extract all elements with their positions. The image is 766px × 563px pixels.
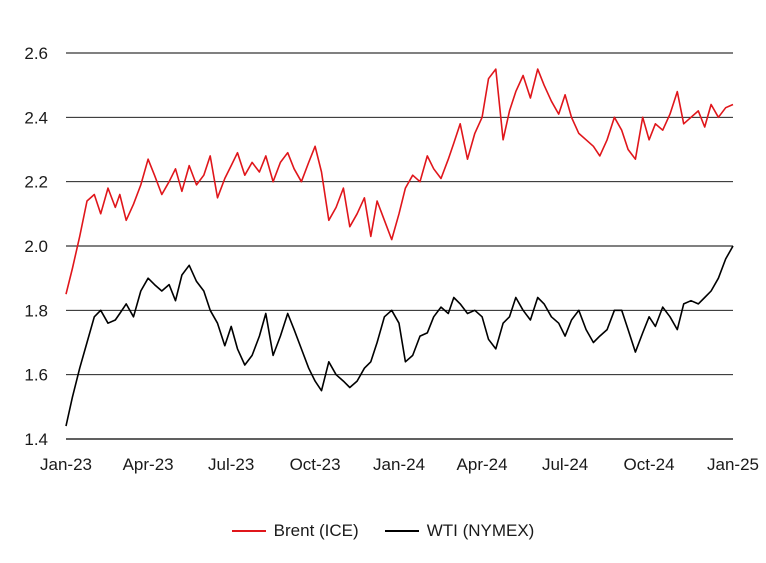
y-tick-label: 2.4 <box>24 108 48 127</box>
series-line-wti <box>65 245 734 427</box>
y-tick-label: 2.2 <box>24 173 48 192</box>
legend-swatch-wti <box>384 530 419 532</box>
x-tick-label: Jul-24 <box>542 455 588 474</box>
legend-label-brent: Brent (ICE) <box>273 521 359 540</box>
x-tick-label: Jan-25 <box>707 455 759 474</box>
gridlines <box>66 52 733 440</box>
x-tick-label: Apr-23 <box>123 455 174 474</box>
legend: Brent (ICE) WTI (NYMEX) <box>0 519 766 543</box>
x-tick-label: Jul-23 <box>208 455 254 474</box>
y-tick-label: 1.6 <box>24 366 48 385</box>
x-tick-label: Jan-24 <box>373 455 425 474</box>
x-axis-ticks: Jan-23 Apr-23 Jul-23 Oct-23 Jan-24 Apr-24 Jul-… <box>40 455 759 474</box>
y-axis-ticks: 1.4 1.6 1.8 2.0 2.2 2.4 2.6 <box>24 44 48 449</box>
series-lines <box>65 68 734 427</box>
y-tick-label: 1.4 <box>24 430 48 449</box>
y-tick-label: 1.8 <box>24 301 48 320</box>
y-tick-label: 2.6 <box>24 44 48 63</box>
x-tick-label: Oct-24 <box>624 455 675 474</box>
x-tick-label: Oct-23 <box>290 455 341 474</box>
legend-swatch-brent <box>231 530 266 532</box>
legend-label-wti: WTI (NYMEX) <box>426 521 535 540</box>
legend-item-wti: WTI (NYMEX) <box>384 521 535 541</box>
x-tick-label: Jan-23 <box>40 455 92 474</box>
series-line-brent <box>65 68 734 295</box>
y-tick-label: 2.0 <box>24 237 48 256</box>
legend-item-brent: Brent (ICE) <box>231 521 359 541</box>
x-tick-label: Apr-24 <box>457 455 508 474</box>
